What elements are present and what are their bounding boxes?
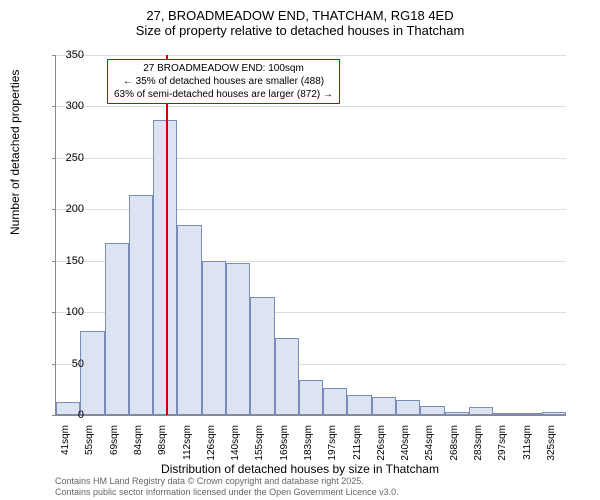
histogram-bar <box>177 225 201 415</box>
title-sub: Size of property relative to detached ho… <box>0 23 600 38</box>
xtick-label: 240sqm <box>400 425 411 461</box>
xtick-label: 41sqm <box>60 425 71 455</box>
xtick-label: 197sqm <box>327 425 338 461</box>
xtick-label: 268sqm <box>449 425 460 461</box>
reference-line <box>166 55 168 415</box>
xtick-label: 283sqm <box>473 425 484 461</box>
ytick-mark <box>52 415 56 416</box>
callout-line: ← 35% of detached houses are smaller (48… <box>114 75 333 88</box>
histogram-bar <box>372 397 396 416</box>
histogram-bar <box>396 400 420 415</box>
xtick-label: 169sqm <box>279 425 290 461</box>
footer-line-2: Contains public sector information licen… <box>55 487 399 498</box>
histogram-bar <box>275 338 299 415</box>
attribution-footer: Contains HM Land Registry data © Crown c… <box>55 476 399 498</box>
histogram-bar <box>347 395 371 415</box>
gridline <box>56 55 566 56</box>
ytick-label: 150 <box>66 255 84 267</box>
xtick-label: 297sqm <box>497 425 508 461</box>
callout-line: 27 BROADMEADOW END: 100sqm <box>114 62 333 75</box>
histogram-bar <box>56 402 80 415</box>
ytick-label: 200 <box>66 203 84 215</box>
ytick-label: 350 <box>66 49 84 61</box>
histogram-bar <box>469 407 493 415</box>
histogram-bar <box>542 412 566 415</box>
xtick-label: 140sqm <box>230 425 241 461</box>
xtick-label: 254sqm <box>424 425 435 461</box>
ytick-label: 300 <box>66 100 84 112</box>
ytick-mark <box>52 364 56 365</box>
ytick-mark <box>52 55 56 56</box>
xtick-label: 98sqm <box>157 425 168 455</box>
histogram-bar <box>250 297 274 415</box>
xtick-label: 112sqm <box>182 425 193 460</box>
x-axis-label: Distribution of detached houses by size … <box>0 462 600 476</box>
histogram-bar <box>493 413 517 415</box>
xtick-label: 155sqm <box>254 425 265 461</box>
title-main: 27, BROADMEADOW END, THATCHAM, RG18 4ED <box>0 0 600 23</box>
histogram-bar <box>420 406 444 415</box>
callout-line: 63% of semi-detached houses are larger (… <box>114 88 333 101</box>
ytick-mark <box>52 106 56 107</box>
callout-box: 27 BROADMEADOW END: 100sqm← 35% of detac… <box>107 59 340 104</box>
ytick-mark <box>52 312 56 313</box>
histogram-bar <box>80 331 104 415</box>
y-axis-label: Number of detached properties <box>8 70 22 235</box>
xtick-label: 126sqm <box>206 425 217 461</box>
histogram-bar <box>226 263 250 415</box>
xtick-label: 69sqm <box>109 425 120 455</box>
histogram-bar <box>517 413 541 415</box>
ytick-label: 100 <box>66 306 84 318</box>
gridline <box>56 106 566 107</box>
plot-area: 41sqm55sqm69sqm84sqm98sqm112sqm126sqm140… <box>55 55 566 416</box>
xtick-label: 226sqm <box>376 425 387 461</box>
histogram-bar <box>299 380 323 415</box>
footer-line-1: Contains HM Land Registry data © Crown c… <box>55 476 399 487</box>
xtick-label: 55sqm <box>84 425 95 455</box>
xtick-label: 325sqm <box>546 425 557 461</box>
histogram-bar <box>129 195 153 415</box>
xtick-label: 183sqm <box>303 425 314 461</box>
ytick-mark <box>52 158 56 159</box>
histogram-bar <box>323 388 347 415</box>
ytick-mark <box>52 261 56 262</box>
ytick-label: 50 <box>72 358 84 370</box>
histogram-bar <box>105 243 129 415</box>
chart-container: 27, BROADMEADOW END, THATCHAM, RG18 4ED … <box>0 0 600 500</box>
xtick-label: 211sqm <box>352 425 363 460</box>
xtick-label: 311sqm <box>522 425 533 460</box>
ytick-mark <box>52 209 56 210</box>
histogram-bar <box>202 261 226 415</box>
histogram-bar <box>445 412 469 415</box>
gridline <box>56 158 566 159</box>
ytick-label: 0 <box>78 409 84 421</box>
xtick-label: 84sqm <box>133 425 144 455</box>
ytick-label: 250 <box>66 152 84 164</box>
